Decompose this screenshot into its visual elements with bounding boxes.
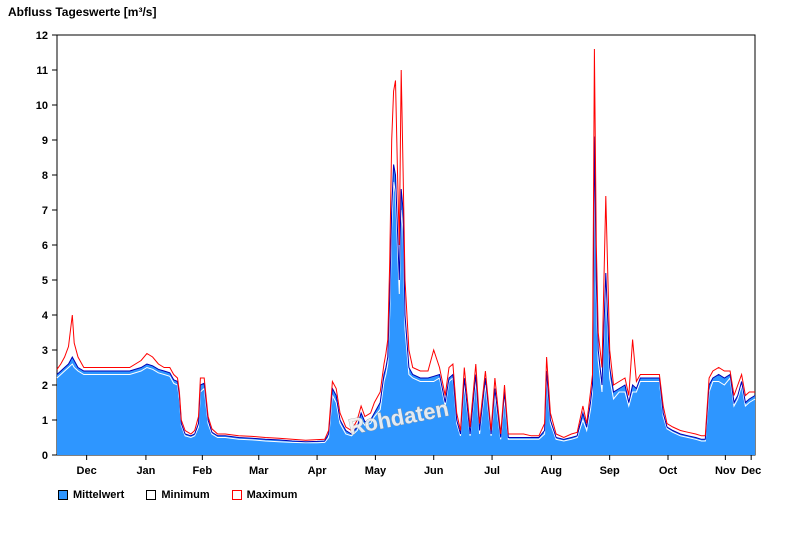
x-tick-label: Jan — [136, 465, 155, 477]
legend-item-minimum: Minimum — [146, 489, 210, 501]
legend-item-maximum: Maximum — [231, 489, 298, 501]
x-tick-label: Mar — [249, 465, 269, 477]
legend-label-mittelwert: Mittelwert — [73, 489, 125, 501]
chart-title: Abfluss Tageswerte [m³/s] — [8, 5, 157, 19]
y-tick-label: 5 — [42, 275, 48, 287]
x-tick-label: Dec — [741, 465, 761, 477]
minimum-swatch-icon — [146, 490, 157, 500]
mittelwert-line — [56, 136, 756, 443]
x-tick-label: Sep — [600, 465, 620, 477]
x-tick-label: Feb — [193, 465, 213, 477]
x-tick-label: May — [365, 465, 387, 477]
y-tick-label: 0 — [42, 450, 48, 462]
y-tick-label: 2 — [42, 380, 48, 392]
x-tick-label: Jun — [424, 465, 444, 477]
legend-label-maximum: Maximum — [246, 489, 298, 501]
maximum-line — [56, 48, 755, 441]
mittelwert-swatch-icon — [58, 490, 68, 500]
y-tick-label: 3 — [42, 345, 48, 357]
x-tick-label: Aug — [541, 465, 562, 477]
chart-legend: Mittelwert Minimum Maximum — [58, 489, 297, 501]
x-tick-label: Nov — [715, 465, 737, 477]
y-tick-label: 11 — [36, 65, 48, 77]
x-tick-label: Dec — [77, 465, 97, 477]
y-tick-label: 10 — [36, 100, 48, 112]
legend-item-mittelwert: Mittelwert — [58, 489, 124, 501]
minimum-line — [56, 157, 756, 444]
legend-label-minimum: Minimum — [161, 489, 210, 501]
y-tick-label: 6 — [42, 240, 48, 252]
x-tick-label: Jul — [484, 465, 500, 477]
x-tick-label: Apr — [308, 465, 328, 477]
y-tick-label: 7 — [42, 205, 48, 217]
y-tick-label: 9 — [42, 135, 48, 147]
y-tick-label: 4 — [42, 310, 49, 322]
x-tick-label: Oct — [659, 465, 678, 477]
y-tick-label: 1 — [42, 415, 48, 427]
maximum-swatch-icon — [231, 490, 242, 500]
y-tick-label: 8 — [42, 170, 48, 182]
y-tick-label: 12 — [36, 30, 48, 42]
mittelwert-area — [57, 136, 755, 455]
